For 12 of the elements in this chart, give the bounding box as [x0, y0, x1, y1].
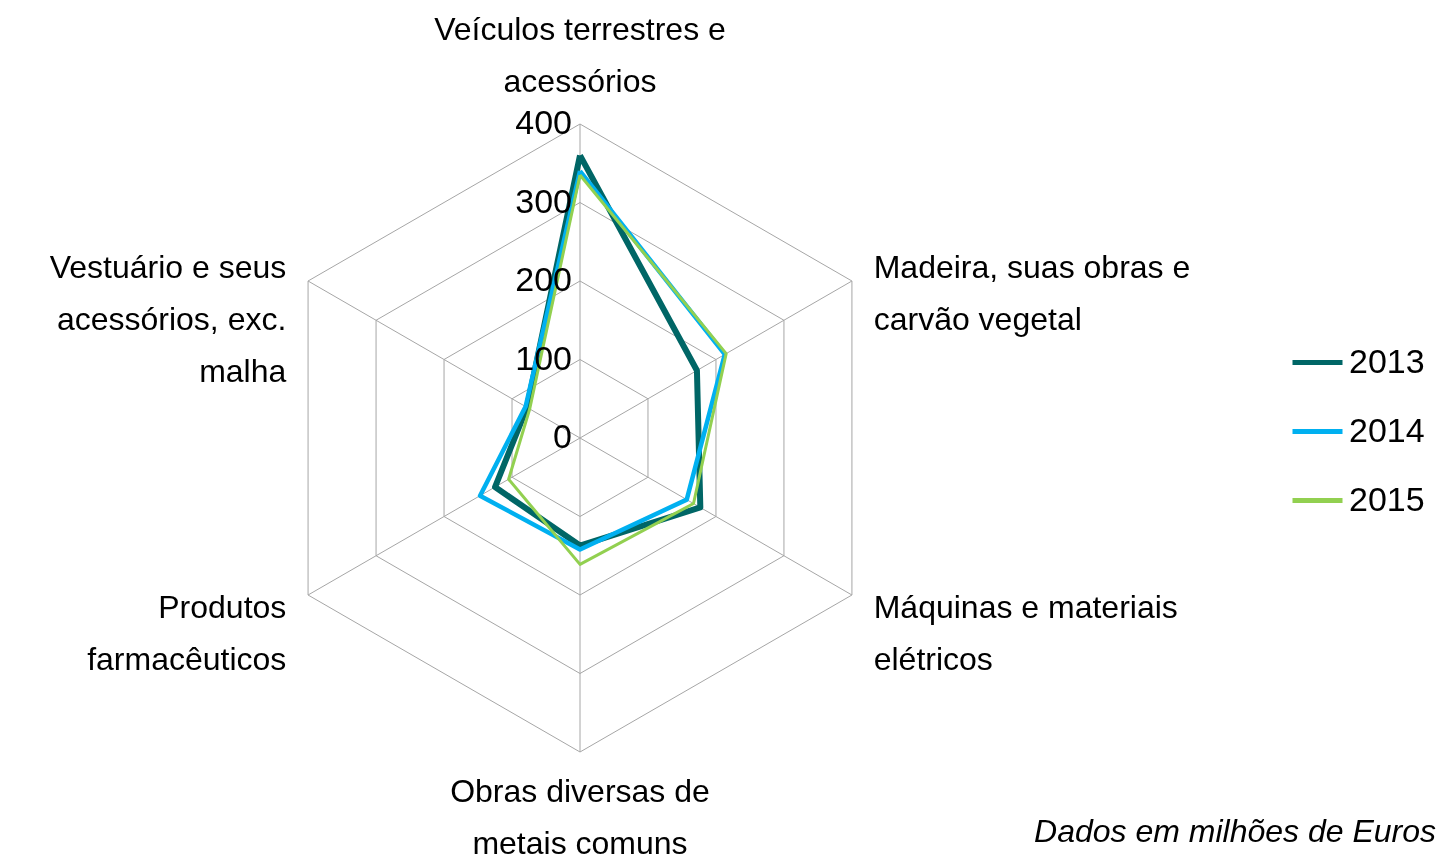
spoke-label: Máquinas e materiais elétricos — [873, 588, 1178, 677]
legend-label: 2014 — [1349, 410, 1425, 449]
spoke-label: Veículos terrestres e acessórios — [434, 10, 726, 99]
spoke-label: Obras diversas de metais comuns — [450, 773, 710, 861]
spoke-label: Vestuário e seus acessórios, exc. malha — [49, 249, 287, 390]
text: Dados em milhões de Euros — [1034, 813, 1436, 849]
y-tick-label: 400 — [515, 103, 572, 141]
y-tick-label: 0 — [553, 417, 572, 455]
spoke-label: Madeira, suas obras e carvão vegetal — [873, 249, 1191, 338]
spoke-label: Produtos farmacêuticos — [87, 588, 287, 677]
legend-label: 2015 — [1349, 479, 1425, 518]
legend-label: 2013 — [1349, 341, 1425, 380]
